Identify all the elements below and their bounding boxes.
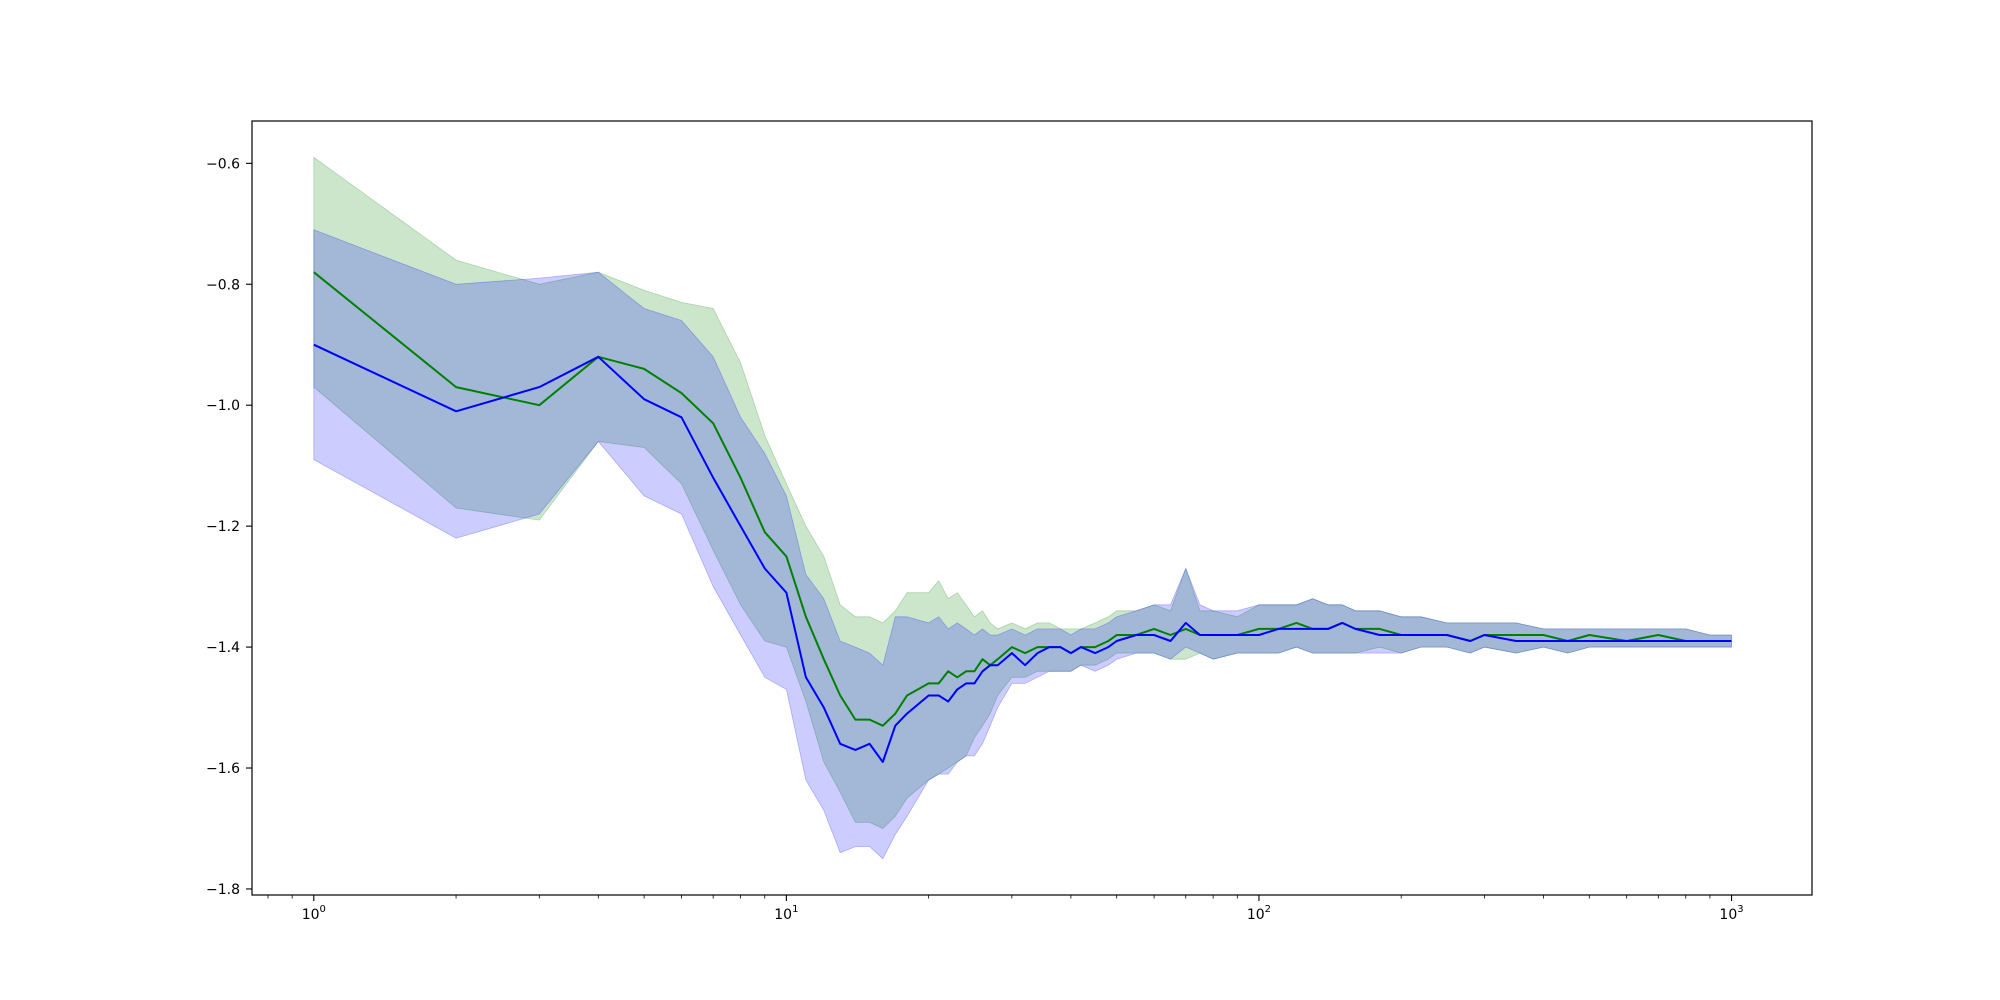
y-tick-label: −0.6 [206,156,240,172]
plot-frame [251,120,1813,896]
y-tick-label: −1.6 [206,761,240,777]
y-tick-label: −0.8 [206,277,240,293]
series-1-line [313,343,1732,763]
x-tick-label: 101 [774,904,798,923]
x-axis: 100 101 102 103 [267,895,1744,923]
x-tick-label: 102 [1247,904,1271,923]
y-tick-label: −1.4 [206,640,240,656]
series-0-band [313,156,1732,829]
y-axis: −0.6 −0.8 −1.0 −1.2 −1.4 −1.6 −1.8 [206,156,252,898]
mean-lines [313,271,1732,763]
y-tick-label: −1.0 [206,398,240,414]
confidence-bands [313,156,1732,860]
x-tick-label: 100 [302,904,326,923]
x-tick-label: 103 [1719,904,1743,923]
y-tick-label: −1.2 [206,519,240,535]
series-1-band [313,229,1732,860]
y-tick-label: −1.8 [206,882,240,898]
